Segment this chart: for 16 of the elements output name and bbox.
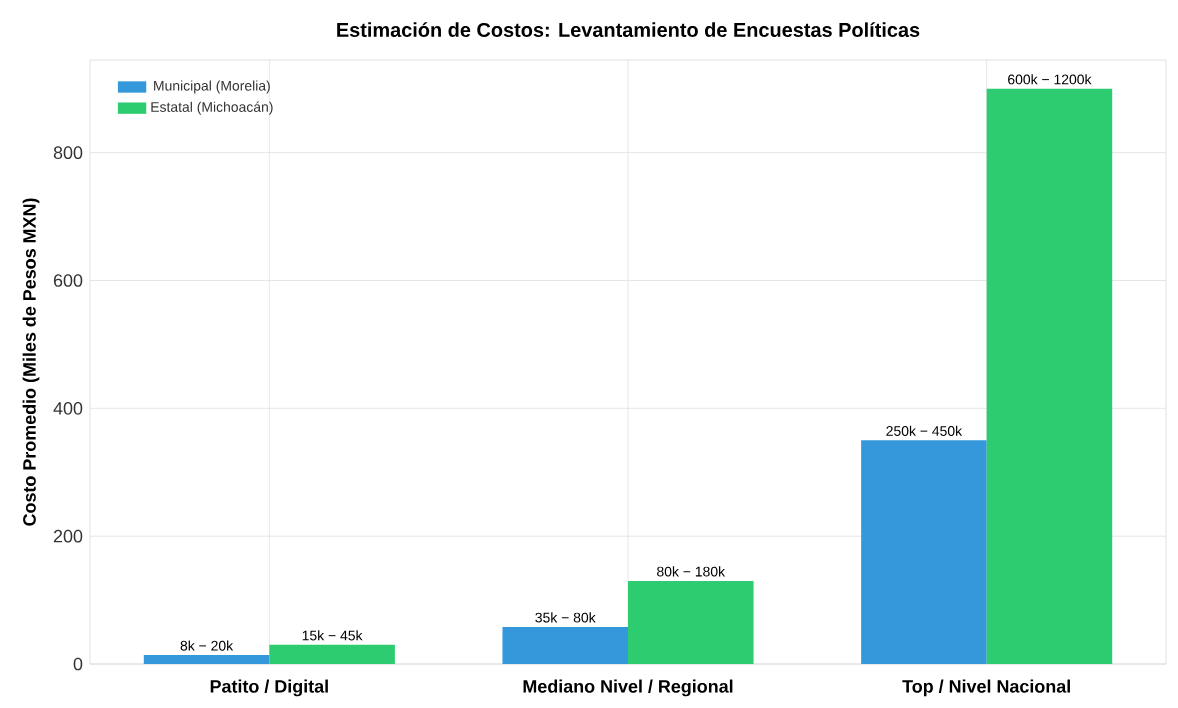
- x-tick-label: Top / Nivel Nacional: [902, 679, 1070, 697]
- bar: [986, 88, 1113, 664]
- y-tick-label: 200: [53, 529, 83, 543]
- y-tick-label: 400: [53, 401, 83, 415]
- bar: [861, 440, 987, 664]
- bar: [628, 580, 754, 664]
- y-tick-label: 800: [53, 146, 83, 160]
- x-tick-label: Mediano Nivel / Regional: [523, 679, 733, 697]
- bar: [143, 655, 270, 664]
- y-tick-label: 0: [73, 657, 83, 671]
- chart-title: Estimación de Costos: Levantamiento de Encuestas Políticas: [337, 22, 920, 37]
- bar: [502, 626, 629, 664]
- y-axis-title: Costo Promedio (Miles de Pesos MXN): [22, 198, 40, 526]
- bar: [269, 644, 395, 664]
- y-tick-label: 600: [53, 274, 83, 287]
- x-tick-label: Patito / Digital: [210, 679, 328, 697]
